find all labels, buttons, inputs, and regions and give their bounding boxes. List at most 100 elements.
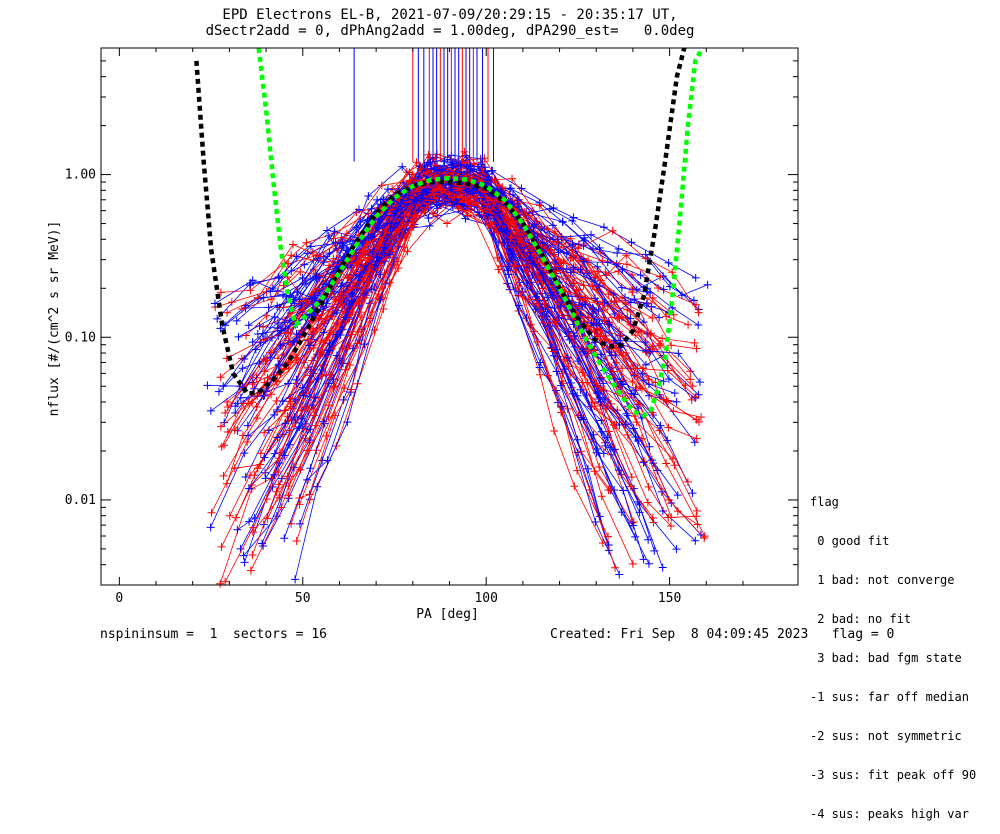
trace-point — [531, 305, 540, 314]
trace-point — [280, 534, 289, 543]
trace-point — [287, 519, 296, 528]
x-tick-label: 150 — [658, 591, 681, 606]
trace-point — [444, 190, 453, 199]
trace-point — [258, 329, 267, 338]
trace-point — [468, 185, 477, 194]
trace-point — [244, 431, 253, 440]
trace-point — [631, 331, 640, 340]
trace-point — [239, 551, 248, 560]
trace-point — [598, 256, 607, 265]
trace-point — [289, 337, 298, 346]
trace-point — [630, 390, 639, 399]
trace-point — [331, 238, 340, 247]
trace-point — [598, 299, 607, 308]
trace-point — [536, 358, 545, 367]
trace-point — [664, 258, 673, 267]
trace-point — [618, 364, 627, 373]
trace-point — [593, 262, 602, 271]
trace-point — [306, 275, 315, 284]
trace-point — [642, 299, 651, 308]
black-fit-curve — [194, 47, 687, 397]
x-tick-label: 50 — [295, 591, 311, 606]
trace-point — [595, 463, 604, 472]
trace-point — [315, 252, 324, 261]
trace-point — [644, 482, 653, 491]
trace-point — [526, 253, 535, 262]
trace-point — [287, 266, 296, 275]
trace-point — [216, 288, 225, 297]
x-tick-label: 0 — [115, 591, 123, 606]
trace-point — [449, 198, 458, 207]
trace-line — [234, 187, 623, 431]
trace-point — [570, 482, 579, 491]
trace-point — [354, 205, 363, 214]
trace-point — [650, 546, 659, 555]
trace-point — [597, 492, 606, 501]
trace-line — [220, 163, 693, 401]
trace-point — [508, 250, 517, 259]
trace-point — [601, 395, 610, 404]
trace-line — [247, 162, 631, 437]
trace-point — [580, 233, 589, 242]
trace-point — [220, 418, 229, 427]
trace-point — [327, 290, 336, 299]
trace-point — [627, 473, 636, 482]
trace-point — [266, 353, 275, 362]
trace-point — [667, 513, 676, 522]
trace-point — [572, 286, 581, 295]
trace-line — [252, 184, 669, 518]
trace-point — [656, 272, 665, 281]
trace-point — [292, 353, 301, 362]
trace-point — [292, 537, 301, 546]
trace-point — [248, 380, 257, 389]
trace-point — [656, 421, 665, 430]
trace-point — [504, 262, 513, 271]
trace-point — [691, 273, 700, 282]
trace-point — [336, 331, 345, 340]
trace-point — [273, 433, 282, 442]
trace-point — [400, 243, 409, 252]
trace-point — [398, 162, 407, 171]
trace-point — [295, 493, 304, 502]
trace-point — [599, 305, 608, 314]
y-tick-label: 0.01 — [65, 493, 96, 508]
trace-point — [206, 523, 215, 532]
trace-point — [317, 365, 326, 374]
trace-point — [690, 338, 699, 347]
plot-area: 0 50 100 150 0.01 0.10 1.00 PA [deg] nflux [#/(c… — [47, 46, 799, 622]
trace-point — [222, 479, 231, 488]
x-tick-label: 100 — [474, 591, 497, 606]
trace-point — [641, 254, 650, 263]
trace-point — [346, 330, 355, 339]
trace-point — [319, 328, 328, 337]
trace-point — [695, 378, 704, 387]
trace-point — [503, 266, 512, 275]
trace-point — [352, 223, 361, 232]
trace-point — [627, 238, 636, 247]
trace-point — [305, 436, 314, 445]
trace-point — [655, 313, 664, 322]
trace-point — [232, 316, 241, 325]
trace-point — [580, 300, 589, 309]
trace-point — [550, 227, 559, 236]
trace-point — [569, 263, 578, 272]
trace-point — [230, 464, 239, 473]
trace-point — [347, 385, 356, 394]
trace-point — [391, 206, 400, 215]
trace-point — [622, 251, 631, 260]
trace-point — [262, 494, 271, 503]
trace-point — [688, 382, 697, 391]
trace-point — [597, 427, 606, 436]
trace-point — [521, 261, 530, 270]
trace-point — [310, 411, 319, 420]
trace-point — [473, 208, 482, 217]
trace-point — [246, 471, 255, 480]
trace-point — [253, 414, 262, 423]
trace-point — [659, 285, 668, 294]
trace-point — [249, 523, 258, 532]
trace-point — [338, 344, 347, 353]
trace-point — [394, 226, 403, 235]
trace-point — [579, 347, 588, 356]
trace-point — [663, 397, 672, 406]
trace-point — [343, 418, 352, 427]
